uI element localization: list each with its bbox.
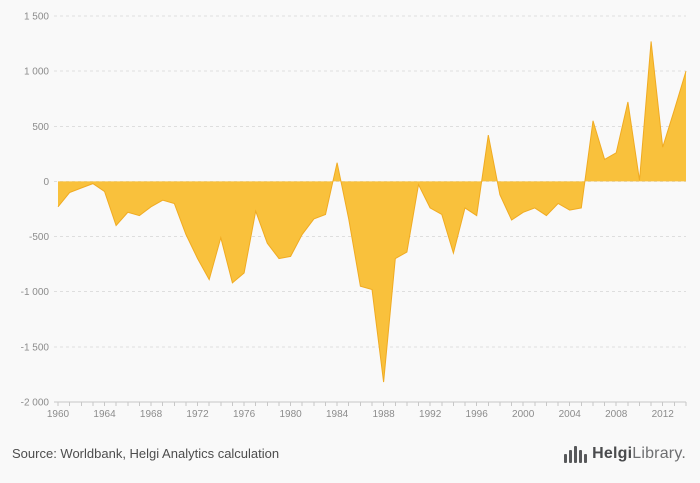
svg-text:-500: -500	[29, 232, 49, 243]
brand-name-regular: Library.	[632, 444, 686, 462]
svg-text:1996: 1996	[466, 409, 489, 420]
svg-text:2000: 2000	[512, 409, 535, 420]
svg-text:-1 500: -1 500	[21, 342, 50, 353]
svg-text:500: 500	[32, 122, 49, 133]
svg-text:1972: 1972	[186, 409, 209, 420]
helgi-bars-logo-icon	[564, 445, 588, 463]
svg-text:1968: 1968	[140, 409, 163, 420]
svg-text:1964: 1964	[93, 409, 116, 420]
svg-text:2004: 2004	[559, 409, 582, 420]
footer: Source: Worldbank, Helgi Analytics calcu…	[0, 430, 700, 483]
svg-text:1988: 1988	[373, 409, 396, 420]
area-chart: 1 500 1 000 500 0 -500 -1 000 -1 500 -2 000 1960…	[21, 12, 687, 420]
svg-text:0: 0	[43, 177, 49, 188]
svg-text:1 000: 1 000	[24, 67, 49, 78]
svg-text:-1 000: -1 000	[21, 287, 50, 298]
brand-name: HelgiLibrary.	[592, 445, 686, 463]
svg-text:1960: 1960	[47, 409, 70, 420]
svg-text:1976: 1976	[233, 409, 256, 420]
brand-logo[interactable]: HelgiLibrary.	[563, 445, 686, 463]
svg-text:2008: 2008	[605, 409, 628, 420]
svg-text:1 500: 1 500	[24, 12, 49, 23]
svg-text:2012: 2012	[652, 409, 675, 420]
svg-text:1992: 1992	[419, 409, 442, 420]
svg-text:-2 000: -2 000	[21, 398, 50, 409]
chart-svg: 1 500 1 000 500 0 -500 -1 000 -1 500 -2 0001960…	[21, 12, 687, 420]
svg-text:1984: 1984	[326, 409, 349, 420]
svg-text:1980: 1980	[279, 409, 302, 420]
source-text: Source: Worldbank, Helgi Analytics calcu…	[12, 446, 280, 461]
brand-name-bold: Helgi	[592, 444, 633, 462]
